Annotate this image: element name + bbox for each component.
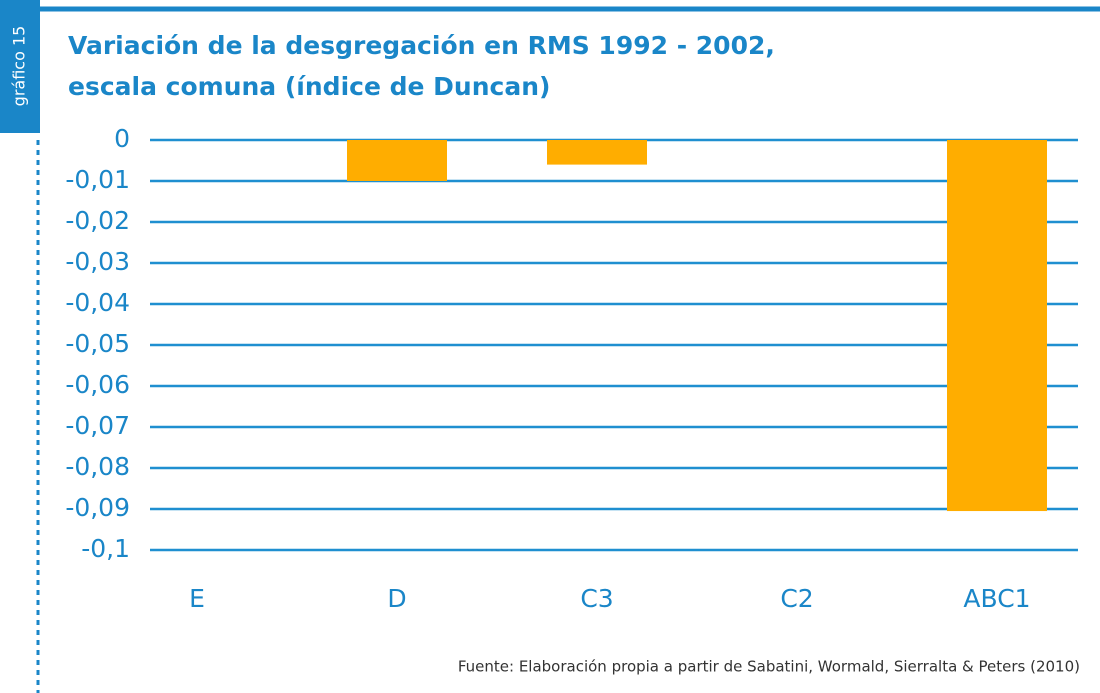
x-tick-label: C2 (780, 584, 813, 613)
y-tick-label: -0,03 (65, 247, 130, 276)
side-label: gráfico 15 (10, 26, 29, 107)
y-tick-label: -0,09 (65, 493, 130, 522)
bar (347, 140, 447, 181)
y-tick-label: -0,05 (65, 329, 130, 358)
x-tick-label: ABC1 (963, 584, 1030, 613)
y-tick-label: -0,02 (65, 206, 130, 235)
y-tick-label: -0,1 (81, 534, 130, 563)
chart-title: Variación de la desgregación en RMS 1992… (68, 31, 775, 60)
bar (547, 140, 647, 165)
y-tick-label: -0,08 (65, 452, 130, 481)
side-band (0, 0, 40, 133)
y-tick-label: -0,01 (65, 165, 130, 194)
chart-title: escala comuna (índice de Duncan) (68, 72, 550, 101)
source: Fuente: Elaboración propia a partir de S… (458, 658, 1080, 676)
x-tick-label: D (387, 584, 406, 613)
y-tick-label: -0,04 (65, 288, 130, 317)
x-tick-label: C3 (580, 584, 613, 613)
y-tick-label: -0,06 (65, 370, 130, 399)
x-tick-label: E (189, 584, 205, 613)
bar (947, 140, 1047, 512)
y-tick-label: -0,07 (65, 411, 130, 440)
y-tick-label: 0 (114, 124, 130, 153)
